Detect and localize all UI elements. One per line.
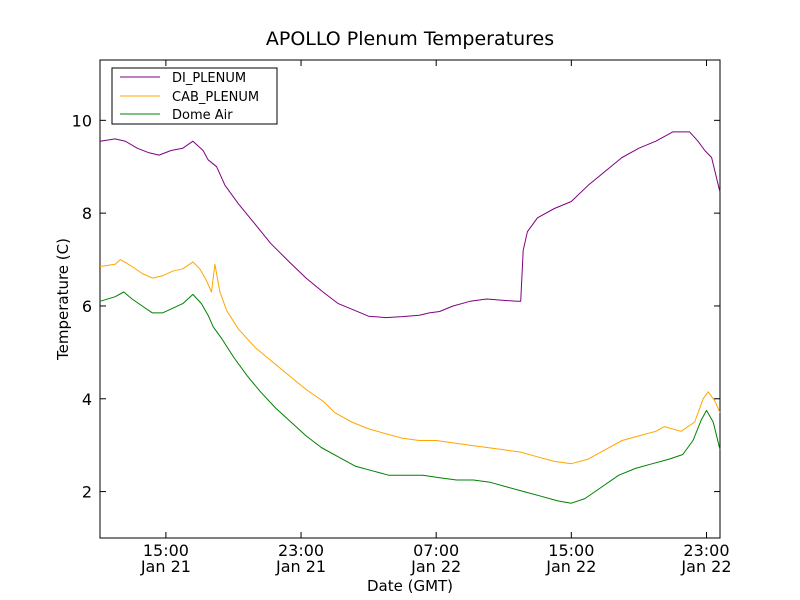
series-line-dome-air	[99, 291, 721, 504]
y-axis-ticks: 2 4 6 8 10	[72, 111, 720, 502]
y-axis-label: Temperature (C)	[54, 238, 72, 361]
legend-label-di-plenum: DI_PLENUM	[172, 71, 246, 86]
y-tick-label-6: 6	[82, 297, 92, 316]
x-tick-time-15-00-jan-21: 15:00	[143, 541, 189, 560]
y-tick-label-2: 2	[82, 483, 92, 502]
series-layer	[99, 131, 721, 504]
y-tick-label-10: 10	[72, 111, 92, 130]
x-tick-date-23-00-jan-21: Jan 21	[275, 557, 326, 576]
y-tick-label-8: 8	[82, 204, 92, 223]
x-tick-date-23-00-jan-22: Jan 22	[680, 557, 731, 576]
legend-label-cab-plenum: CAB_PLENUM	[172, 90, 259, 105]
x-tick-date-15-00-jan-22: Jan 22	[545, 557, 596, 576]
x-tick-date-07-00-jan-22: Jan 22	[410, 557, 461, 576]
legend-label-dome-air: Dome Air	[172, 108, 233, 123]
x-tick-time-23-00-jan-22: 23:00	[683, 541, 729, 560]
series-line-cab-plenum	[99, 259, 721, 465]
x-tick-time-07-00-jan-22: 07:00	[413, 541, 459, 560]
x-tick-time-23-00-jan-21: 23:00	[278, 541, 324, 560]
x-tick-date-15-00-jan-21: Jan 21	[140, 557, 191, 576]
series-line-di-plenum	[99, 131, 721, 319]
chart-title: APOLLO Plenum Temperatures	[266, 28, 554, 50]
x-tick-time-15-00-jan-22: 15:00	[548, 541, 594, 560]
x-axis-label: Date (GMT)	[367, 577, 453, 595]
plot-area	[99, 59, 721, 539]
legend: DI_PLENUM CAB_PLENUM Dome Air	[111, 67, 278, 125]
y-tick-label-4: 4	[82, 390, 92, 409]
